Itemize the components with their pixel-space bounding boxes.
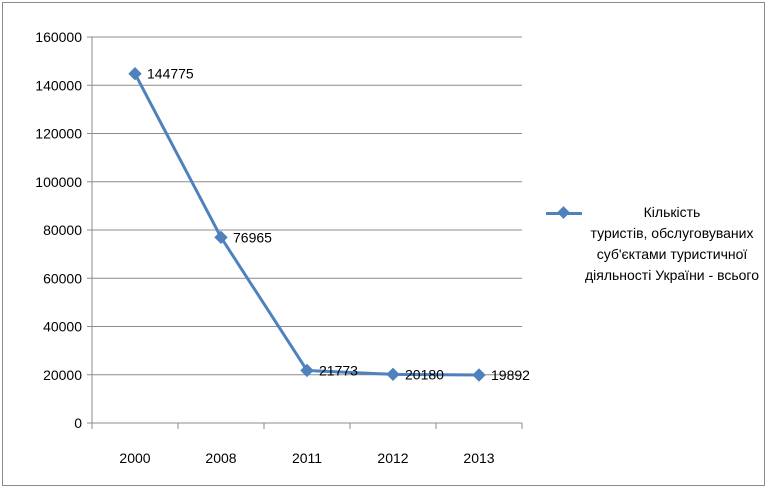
data-label: 21773 [319,362,358,378]
legend-line-2: туристів, обслуговуваних [590,225,754,241]
x-tick-label: 2008 [205,450,236,466]
data-labels: 144775 76965 21773 20180 19892 [147,66,530,383]
data-point-marker [300,363,314,378]
y-tick-label: 140000 [35,77,82,93]
legend-diamond-icon [557,206,570,219]
y-tick-label: 100000 [35,174,82,190]
y-tick-label: 60000 [43,270,82,286]
y-tick-labels: 0 20000 40000 60000 80000 100000 120000 140000 1… [35,29,82,431]
data-label: 76965 [233,229,272,245]
legend-line-1: Кількість [643,204,701,220]
x-tick-label: 2011 [292,450,322,466]
data-point-marker [128,67,142,81]
data-label: 19892 [491,367,530,383]
legend-swatch [546,206,582,220]
legend-line-4: діяльності України - всього [584,267,760,283]
axes [87,36,523,429]
x-tick-label: 2013 [463,450,494,466]
y-tick-label: 0 [74,415,82,431]
data-label: 144775 [147,66,194,82]
legend-entry: Кількість туристів, обслуговуваних суб'є… [582,202,762,286]
y-tick-label: 160000 [35,29,82,45]
data-point-marker [386,367,400,382]
y-tick-label: 40000 [43,319,82,335]
x-tick-label: 2000 [119,450,150,466]
x-tick-label: 2012 [377,450,408,466]
data-point-marker [214,230,228,245]
data-label: 20180 [405,366,444,382]
x-tick-labels: 2000 2008 2011 2012 2013 [119,450,494,466]
series-line-path [133,73,480,377]
series-line [128,67,486,382]
data-point-marker [472,368,486,382]
y-tick-label: 80000 [43,222,82,238]
y-tick-label: 120000 [35,126,82,142]
legend: Кількість туристів, обслуговуваних суб'є… [546,202,766,286]
gridlines [92,36,522,376]
y-tick-label: 20000 [43,367,82,383]
legend-line-3: суб'єктами туристичної [596,246,748,262]
